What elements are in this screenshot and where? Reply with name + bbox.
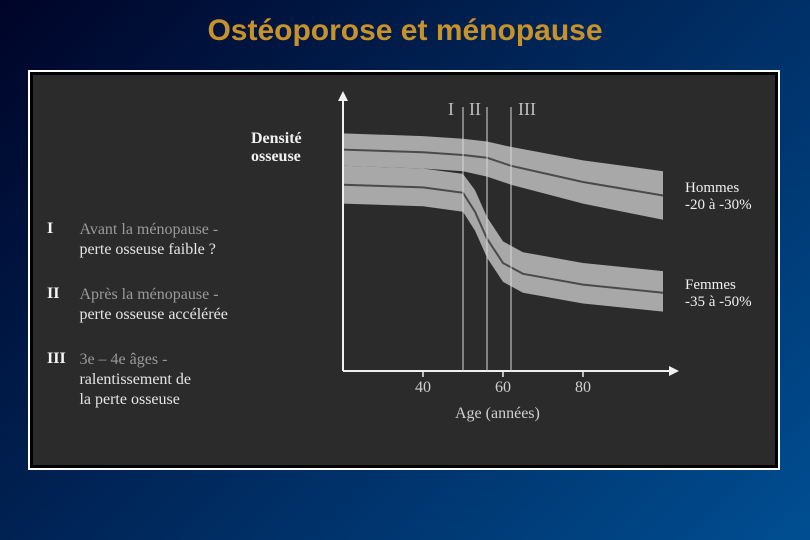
end-label-femmes-sub: -35 à -50% xyxy=(685,294,752,310)
y-axis-label: Densitéosseuse xyxy=(251,130,302,167)
title-text: Ostéoporose et ménopause xyxy=(207,14,602,47)
legend-3-line1: 3e – 4e âges - xyxy=(79,351,167,368)
x-axis-arrow-icon xyxy=(669,366,679,376)
legend-num-3: III xyxy=(47,350,75,368)
legend-text-1: Avant la ménopause - perte osseuse faibl… xyxy=(79,220,218,260)
xtick-80: 80 xyxy=(571,379,595,397)
legend-3-line3: la perte osseuse xyxy=(79,391,179,408)
region-label-3: III xyxy=(517,99,537,120)
figure-frame: Densitéosseuse I Avant la ménopause - pe… xyxy=(28,70,780,470)
slide: Ostéoporose et ménopause Densitéosseuse … xyxy=(0,0,810,540)
legend-item-3: III 3e – 4e âges - ralentissement de la … xyxy=(47,350,191,410)
legend-3-line2: ralentissement de xyxy=(79,371,191,388)
bone-density-chart xyxy=(323,91,683,391)
region-label-1: I xyxy=(441,99,461,120)
legend-2-line2: perte osseuse accélérée xyxy=(79,306,227,323)
end-label-hommes-sub: -20 à -30% xyxy=(685,197,752,213)
legend-2-line1: Après la ménopause - xyxy=(79,286,218,303)
xtick-60: 60 xyxy=(491,379,515,397)
legend-1-line1: Avant la ménopause - xyxy=(79,221,218,238)
end-label-femmes: Femmes -35 à -50% xyxy=(685,277,752,312)
legend-num-2: II xyxy=(47,285,75,303)
figure-inner: Densitéosseuse I Avant la ménopause - pe… xyxy=(33,75,775,465)
x-axis-label: Age (années) xyxy=(455,405,540,423)
legend-1-line2: perte osseuse faible ? xyxy=(79,241,215,258)
page-title: Ostéoporose et ménopause xyxy=(0,14,810,48)
legend-text-2: Après la ménopause - perte osseuse accél… xyxy=(79,285,227,325)
region-label-2: II xyxy=(465,99,485,120)
ylabel-text: Densitéosseuse xyxy=(251,130,302,165)
y-axis-arrow-icon xyxy=(338,91,348,101)
legend-text-3: 3e – 4e âges - ralentissement de la pert… xyxy=(79,350,191,410)
end-label-hommes-name: Hommes xyxy=(685,180,739,196)
legend-num-1: I xyxy=(47,220,75,238)
end-label-hommes: Hommes -20 à -30% xyxy=(685,180,752,215)
xtick-40: 40 xyxy=(411,379,435,397)
end-label-femmes-name: Femmes xyxy=(685,277,736,293)
legend-item-2: II Après la ménopause - perte osseuse ac… xyxy=(47,285,228,325)
legend-item-1: I Avant la ménopause - perte osseuse fai… xyxy=(47,220,218,260)
